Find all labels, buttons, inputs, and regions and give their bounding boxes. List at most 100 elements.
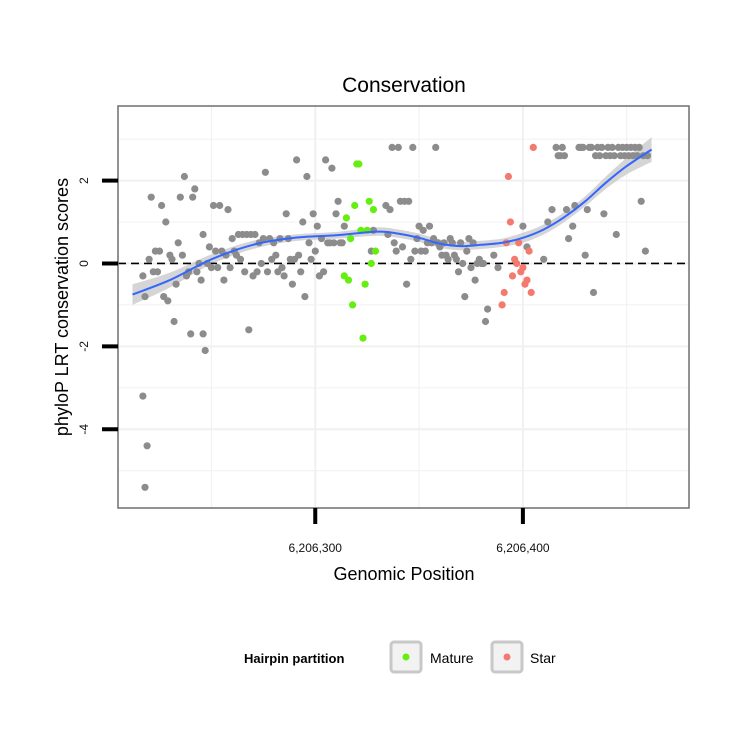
data-point-other bbox=[452, 255, 460, 263]
data-point-other bbox=[481, 317, 490, 326]
data-point-other bbox=[197, 276, 205, 284]
data-point-other bbox=[494, 264, 502, 272]
chart-title: Conservation bbox=[342, 74, 466, 97]
y-tick-label: -4 bbox=[77, 424, 91, 435]
data-point-other bbox=[295, 251, 303, 259]
data-point-other bbox=[558, 143, 566, 151]
data-point-other bbox=[228, 235, 236, 243]
data-point-star bbox=[513, 259, 521, 268]
data-point-other bbox=[259, 235, 267, 243]
data-point-other bbox=[600, 210, 608, 218]
data-point-other bbox=[147, 193, 155, 201]
legend-key-star-dot bbox=[503, 653, 511, 661]
data-point-other bbox=[170, 317, 178, 326]
data-point-mature bbox=[355, 160, 363, 168]
data-point-other bbox=[540, 255, 548, 263]
data-point-other bbox=[330, 239, 338, 247]
data-point-other bbox=[297, 268, 305, 276]
data-point-other bbox=[421, 247, 429, 255]
data-point-other bbox=[405, 197, 413, 205]
data-point-star bbox=[523, 276, 531, 284]
data-point-other bbox=[394, 143, 402, 151]
data-point-other bbox=[612, 230, 620, 239]
data-point-other bbox=[390, 239, 398, 247]
x-axis: 6,206,300 6,206,400 bbox=[289, 508, 550, 555]
data-point-other bbox=[471, 276, 479, 284]
data-point-mature bbox=[367, 259, 375, 268]
data-point-other bbox=[565, 235, 573, 243]
data-point-other bbox=[253, 268, 261, 276]
data-point-other bbox=[322, 156, 330, 164]
data-point-other bbox=[143, 442, 151, 450]
data-point-other bbox=[328, 164, 336, 172]
data-point-other bbox=[311, 247, 319, 255]
data-point-other bbox=[552, 143, 560, 151]
data-point-other bbox=[257, 259, 265, 268]
data-point-other bbox=[309, 210, 317, 218]
data-point-other bbox=[191, 185, 199, 193]
data-point-other bbox=[560, 152, 569, 160]
data-point-other bbox=[340, 222, 348, 230]
data-point-other bbox=[544, 218, 552, 226]
data-point-other bbox=[338, 239, 346, 247]
data-point-other bbox=[598, 143, 606, 151]
smooth-line bbox=[132, 148, 653, 296]
data-point-other bbox=[409, 143, 417, 151]
data-point-other bbox=[288, 280, 296, 288]
data-point-other bbox=[635, 143, 643, 151]
data-point-other bbox=[392, 247, 400, 255]
data-point-other bbox=[139, 272, 147, 280]
data-point-star bbox=[519, 264, 527, 272]
data-point-mature bbox=[347, 235, 355, 243]
data-point-other bbox=[212, 247, 220, 255]
data-point-mature bbox=[371, 247, 380, 255]
data-point-other bbox=[180, 172, 188, 181]
data-point-other bbox=[398, 243, 407, 251]
panel-border bbox=[117, 105, 690, 509]
data-point-other bbox=[155, 247, 164, 255]
data-point-other bbox=[214, 264, 222, 272]
data-point-other bbox=[141, 483, 149, 491]
data-point-other bbox=[334, 197, 342, 205]
data-point-other bbox=[261, 168, 269, 176]
data-point-other bbox=[581, 251, 589, 259]
x-axis-title: Genomic Position bbox=[333, 564, 474, 584]
data-point-other bbox=[201, 346, 209, 355]
plot-panel bbox=[117, 105, 690, 509]
legend-label-star: Star bbox=[530, 650, 556, 666]
data-point-mature bbox=[344, 276, 353, 284]
data-point-other bbox=[596, 152, 604, 160]
data-point-other bbox=[226, 264, 234, 272]
data-point-other bbox=[145, 255, 153, 263]
data-point-other bbox=[608, 143, 616, 151]
y-tick-label: 2 bbox=[77, 177, 91, 184]
data-point-other bbox=[303, 172, 311, 181]
data-point-other bbox=[153, 268, 162, 276]
data-point-other bbox=[425, 222, 434, 230]
data-point-other bbox=[174, 239, 182, 247]
smooth-line-group bbox=[132, 148, 653, 296]
legend-key-mature-dot bbox=[402, 653, 410, 661]
panel-background bbox=[118, 106, 689, 508]
data-point-mature bbox=[351, 201, 359, 210]
data-point-other bbox=[251, 230, 259, 239]
data-point-other bbox=[403, 280, 411, 288]
data-point-other bbox=[305, 239, 313, 247]
data-point-other bbox=[164, 297, 172, 305]
data-point-star bbox=[504, 172, 512, 181]
data-point-other bbox=[459, 259, 467, 268]
data-point-other bbox=[207, 264, 215, 272]
data-point-other bbox=[168, 255, 176, 263]
data-point-other bbox=[407, 255, 415, 263]
data-point-other bbox=[320, 268, 328, 276]
data-point-other bbox=[479, 259, 487, 268]
data-point-other bbox=[176, 193, 184, 201]
data-point-other bbox=[301, 293, 309, 301]
data-points bbox=[139, 143, 652, 491]
data-point-other bbox=[610, 152, 618, 160]
data-point-mature bbox=[369, 206, 377, 214]
data-point-other bbox=[220, 276, 228, 284]
data-point-other bbox=[562, 206, 571, 214]
data-point-other bbox=[490, 251, 498, 259]
data-point-mature bbox=[342, 214, 350, 222]
